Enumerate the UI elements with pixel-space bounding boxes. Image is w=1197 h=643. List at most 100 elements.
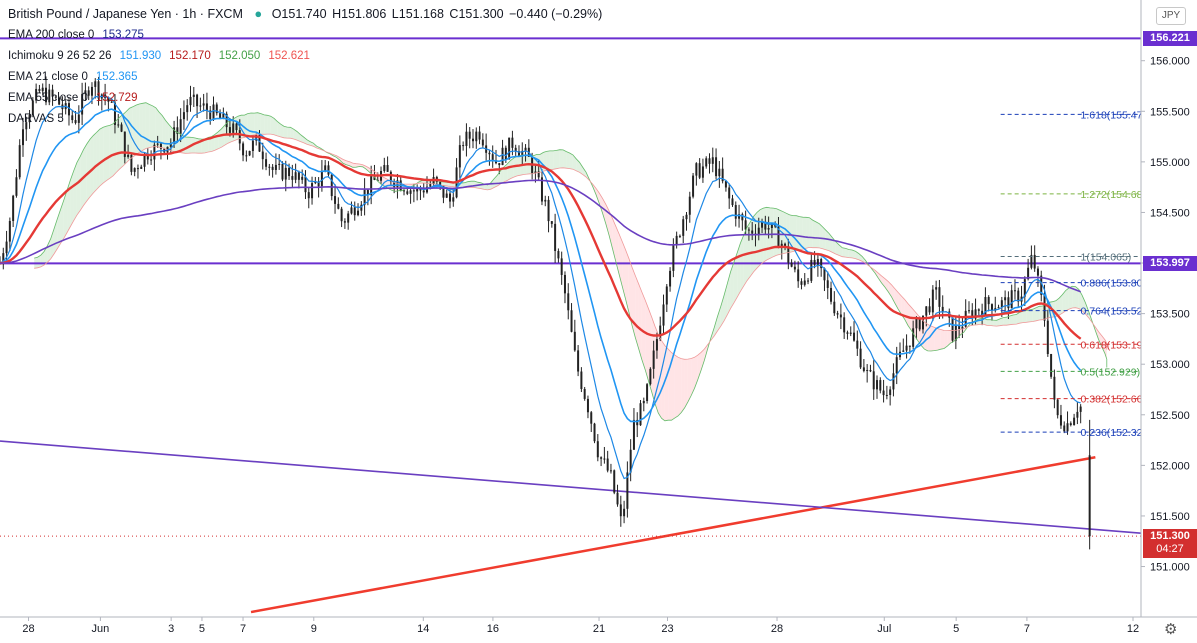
candle-body	[839, 314, 842, 318]
cloud-segment	[283, 126, 288, 139]
candle-body	[146, 153, 149, 160]
ohlc-change: −0.440 (−0.29%)	[509, 7, 603, 21]
candle-body	[869, 370, 872, 372]
cloud-segment	[60, 200, 64, 244]
candle-body	[179, 119, 182, 134]
cloud-segment	[90, 135, 94, 197]
candle-body	[1066, 423, 1069, 432]
cloud-segment	[816, 221, 820, 248]
candle-body	[140, 166, 143, 169]
price-tick-label: 156.000	[1150, 56, 1190, 68]
last-price-value: 151.300	[1150, 530, 1190, 543]
candle-body	[764, 221, 767, 230]
candle-body	[708, 158, 711, 164]
ema-200-line	[0, 179, 1081, 293]
indicator-label: EMA 200 close 0	[8, 29, 95, 41]
candle-body	[1073, 417, 1076, 425]
candle-body	[570, 310, 573, 332]
candle-body	[1033, 254, 1036, 269]
candle-body	[1053, 376, 1056, 400]
candle-body	[1004, 297, 1007, 301]
cloud-segment	[1075, 286, 1079, 309]
candle-body	[810, 259, 813, 281]
candle-body	[925, 306, 928, 316]
cloud-segment	[277, 121, 281, 137]
cloud-segment	[993, 320, 997, 327]
candle-body	[695, 163, 698, 176]
cloud-segment	[139, 103, 143, 153]
cloud-segment	[461, 182, 465, 188]
candle-body	[117, 124, 120, 126]
indicator-legend[interactable]: EMA 55 close 0 152.729	[8, 92, 145, 104]
candle-body	[846, 332, 849, 334]
candle-body	[830, 287, 833, 302]
candle-body	[862, 367, 865, 371]
candle-body	[826, 280, 829, 288]
candle-body	[271, 166, 274, 170]
cloud-segment	[940, 329, 945, 350]
cloud-segment	[1022, 310, 1027, 323]
cloud-segment	[109, 123, 114, 179]
settings-gear-icon[interactable]: ⚙	[1164, 621, 1178, 638]
candle-body	[127, 154, 130, 157]
candle-body	[636, 419, 639, 426]
cloud-segment	[701, 349, 705, 371]
candle-body	[921, 315, 924, 330]
currency-button[interactable]: JPY	[1156, 7, 1186, 25]
cloud-segment	[159, 112, 163, 148]
price-tick-label: 152.500	[1150, 410, 1190, 422]
candle-body	[935, 287, 938, 290]
time-tick-label: 5	[953, 623, 959, 635]
candle-body	[238, 130, 241, 144]
candle-body	[511, 137, 514, 148]
candle-body	[1056, 399, 1059, 416]
candle-body	[199, 105, 202, 107]
candle-body	[268, 166, 271, 168]
cloud-segment	[645, 300, 649, 381]
time-tick-label: 7	[1024, 623, 1030, 635]
candle-body	[488, 152, 491, 155]
candle-body	[169, 142, 172, 147]
cloud-segment	[671, 352, 675, 421]
candle-body	[8, 220, 11, 242]
cloud-segment	[1068, 286, 1073, 310]
candle-body	[143, 153, 146, 167]
cloud-segment	[1032, 307, 1037, 322]
candle-body	[15, 177, 18, 196]
time-tick-label: 7	[240, 623, 246, 635]
candle-body	[1076, 411, 1079, 418]
indicator-legend[interactable]: EMA 21 close 0 152.365	[8, 71, 145, 83]
time-tick-label: 28	[22, 623, 34, 635]
candle-body	[324, 165, 327, 172]
cloud-segment	[162, 115, 166, 149]
cloud-segment	[609, 210, 613, 248]
cloud-segment	[244, 113, 248, 138]
candle-body	[48, 89, 51, 103]
candle-body	[314, 181, 317, 184]
candle-body	[1063, 425, 1066, 432]
cloud-segment	[579, 162, 583, 175]
candle-body	[360, 204, 363, 211]
cloud-segment	[444, 182, 449, 187]
cloud-segment	[106, 125, 110, 181]
candle-body	[721, 168, 724, 182]
candle-body	[583, 388, 586, 399]
ichimoku-cloud	[34, 102, 1107, 421]
candle-body	[967, 310, 970, 312]
fib-level-label: 0.886(153.806)	[1081, 278, 1152, 290]
indicator-legend[interactable]: EMA 200 close 0 153.275	[8, 29, 152, 41]
symbol-legend[interactable]: British Pound / Japanese Yen · 1h · FXCM…	[8, 6, 604, 21]
candle-body	[173, 127, 176, 143]
cloud-segment	[218, 128, 222, 149]
cloud-segment	[839, 244, 843, 257]
indicator-legend[interactable]: Ichimoku 9 26 52 26 151.930 152.170 152.050…	[8, 50, 318, 62]
cloud-segment	[1085, 302, 1089, 318]
candle-body	[212, 104, 215, 120]
candle-body	[228, 127, 231, 133]
candle-body	[977, 309, 980, 311]
indicator-legend[interactable]: DARVAS 5	[8, 113, 72, 125]
ichimoku-span-a	[34, 102, 1108, 422]
candle-body	[297, 172, 300, 180]
